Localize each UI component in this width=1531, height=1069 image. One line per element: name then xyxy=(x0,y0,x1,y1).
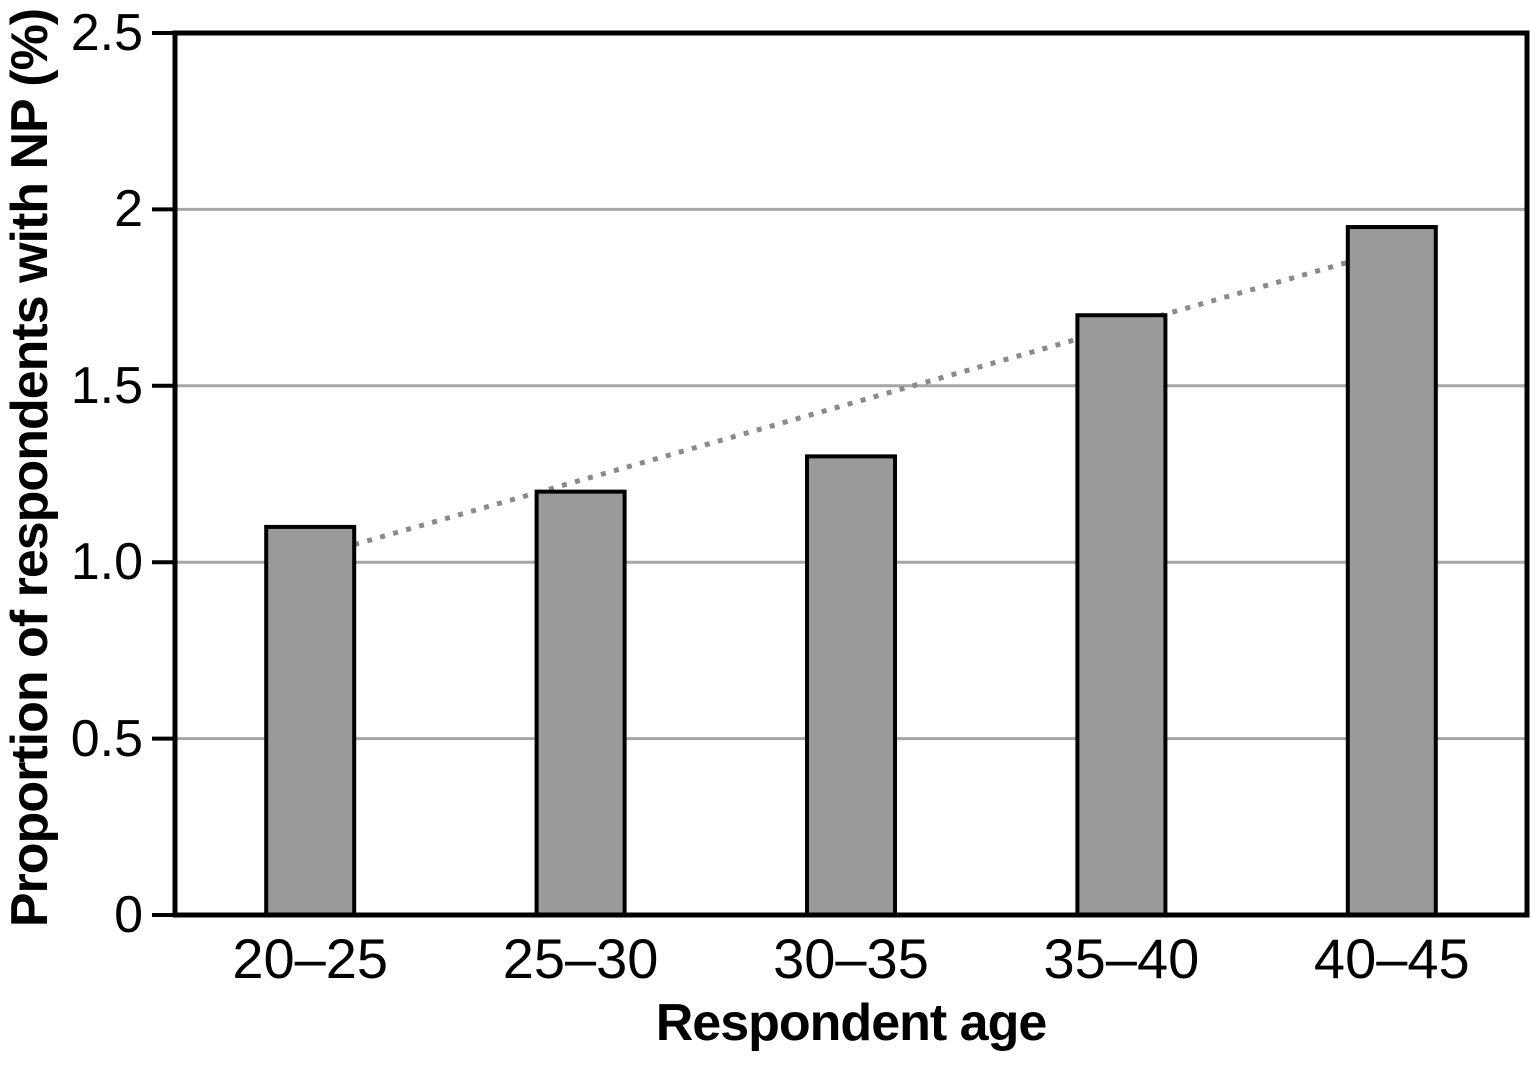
y-tick-label: 0.5 xyxy=(70,709,143,768)
bar-20–25 xyxy=(264,524,357,917)
y-tick-label: 0 xyxy=(114,886,143,944)
x-category-label: 20–25 xyxy=(232,927,389,990)
y-tick-label: 1.0 xyxy=(70,533,143,592)
bar-35–40 xyxy=(1075,313,1168,917)
trend-line xyxy=(353,259,1349,547)
x-category-label: 30–35 xyxy=(773,927,929,990)
bar-25–30 xyxy=(534,489,627,917)
y-tick-label: 1.5 xyxy=(70,356,143,415)
x-category-label: 25–30 xyxy=(502,927,659,990)
x-category-label: 40–45 xyxy=(1313,927,1470,990)
y-tick-label: 2.5 xyxy=(70,4,143,62)
y-tick-label: 2 xyxy=(114,180,143,239)
x-axis-title: Respondent age xyxy=(655,994,1048,1052)
bar-40–45 xyxy=(1345,225,1438,918)
bar-30–35 xyxy=(805,454,897,917)
plot-border xyxy=(172,30,1530,918)
x-category-label: 35–40 xyxy=(1043,927,1200,990)
